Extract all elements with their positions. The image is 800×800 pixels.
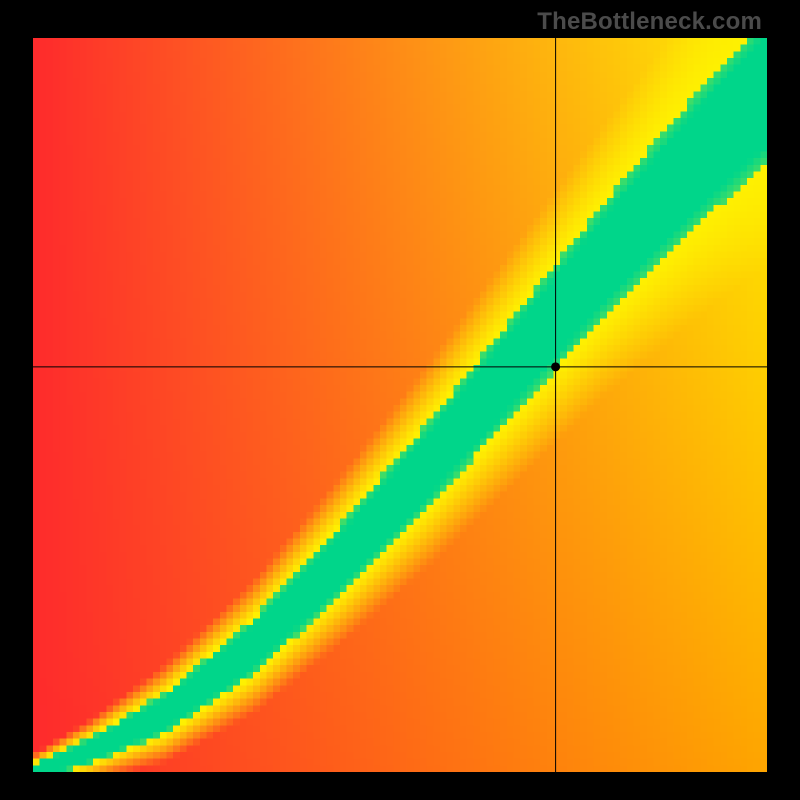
watermark-text: TheBottleneck.com — [537, 8, 762, 36]
chart-container: TheBottleneck.com — [0, 0, 800, 800]
bottleneck-heatmap — [33, 38, 767, 772]
